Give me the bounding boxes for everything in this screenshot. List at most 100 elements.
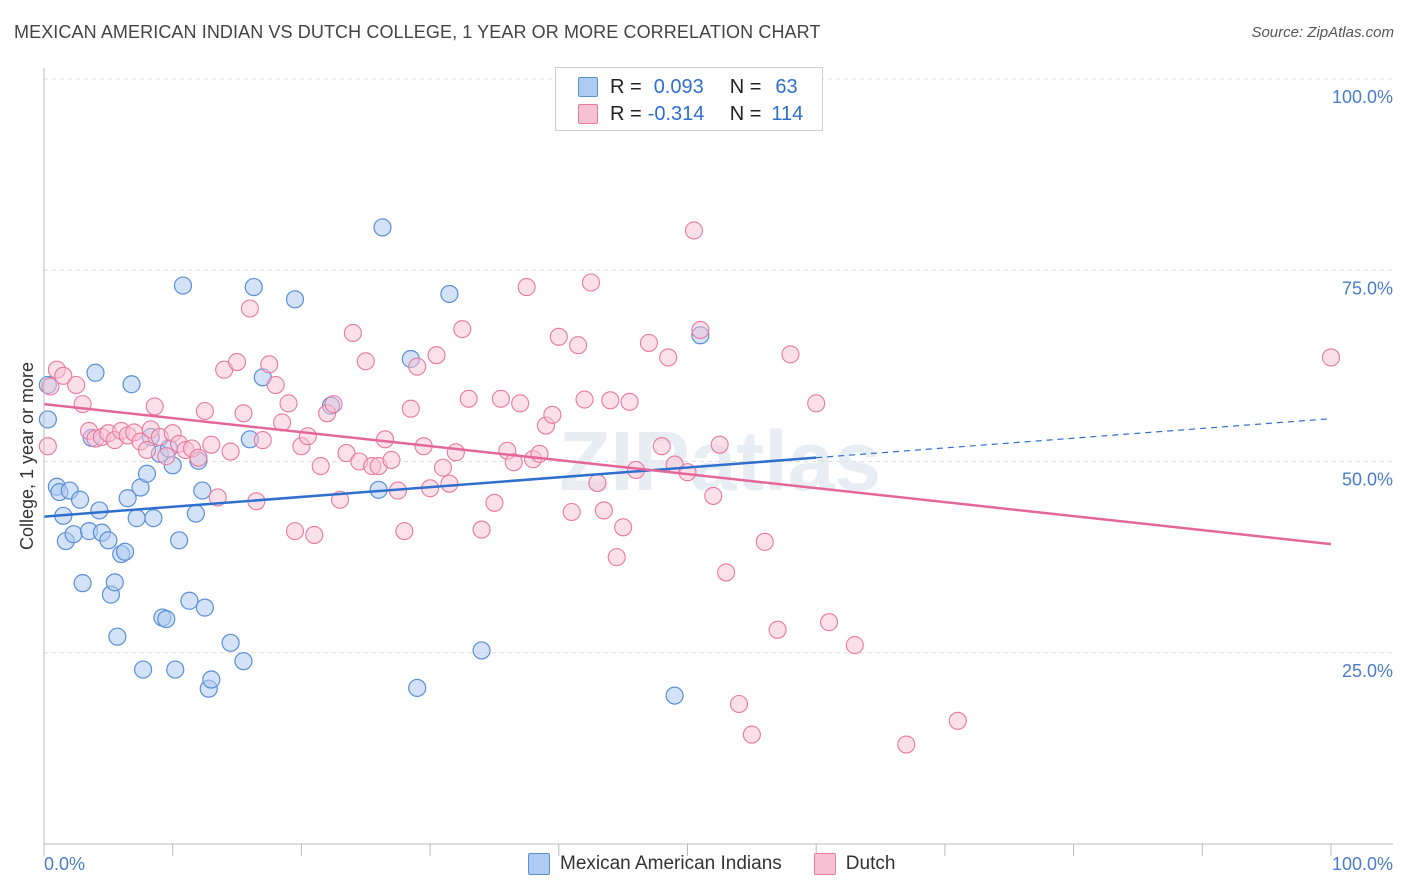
data-point-mexican-american-indians bbox=[180, 591, 199, 610]
trend-line-extension-mexican-american-indians bbox=[816, 418, 1332, 459]
data-point-dutch bbox=[253, 431, 272, 450]
data-point-mexican-american-indians bbox=[122, 375, 141, 394]
data-point-mexican-american-indians bbox=[157, 609, 176, 629]
data-point-dutch bbox=[807, 394, 826, 413]
legend-bottom-swatch-pink bbox=[813, 853, 836, 875]
legend-row-pink: R = -0.314 N = 114 bbox=[578, 103, 803, 125]
data-point-mexican-american-indians bbox=[193, 481, 212, 500]
data-point-dutch bbox=[543, 405, 562, 424]
data-point-dutch bbox=[221, 442, 240, 461]
x-tick-label: 0.0% bbox=[44, 854, 85, 874]
data-point-dutch bbox=[897, 735, 916, 754]
data-point-mexican-american-indians bbox=[118, 489, 137, 508]
data-point-mexican-american-indians bbox=[90, 501, 109, 520]
data-point-dutch bbox=[755, 532, 774, 551]
data-point-dutch bbox=[717, 563, 736, 582]
data-point-dutch bbox=[704, 486, 723, 505]
data-point-mexican-american-indians bbox=[408, 678, 427, 698]
trend-line-dutch bbox=[43, 402, 1332, 546]
data-point-dutch bbox=[285, 522, 305, 541]
legend-r-label: R = bbox=[610, 102, 642, 125]
data-point-dutch bbox=[729, 694, 749, 714]
legend-bottom: Mexican American Indians Dutch bbox=[528, 852, 895, 876]
legend-n-label: N = bbox=[729, 102, 762, 125]
data-point-dutch bbox=[511, 394, 530, 413]
data-point-dutch bbox=[279, 394, 298, 413]
data-point-mexican-american-indians bbox=[73, 574, 92, 593]
data-point-dutch bbox=[459, 389, 478, 408]
data-point-mexican-american-indians bbox=[115, 542, 135, 561]
legend-n-label: N = bbox=[729, 75, 762, 98]
data-point-dutch bbox=[343, 323, 362, 343]
data-point-dutch bbox=[305, 525, 324, 544]
data-point-dutch bbox=[652, 437, 671, 456]
data-point-mexican-american-indians bbox=[99, 531, 118, 550]
data-point-dutch bbox=[781, 345, 800, 364]
data-point-mexican-american-indians bbox=[202, 670, 221, 689]
data-point-mexican-american-indians bbox=[440, 284, 459, 304]
data-point-dutch bbox=[324, 395, 343, 414]
legend-n-value: 63 bbox=[775, 75, 798, 98]
data-point-dutch bbox=[376, 430, 395, 449]
data-point-mexican-american-indians bbox=[170, 531, 189, 550]
data-point-dutch bbox=[948, 711, 967, 730]
data-point-dutch bbox=[41, 377, 60, 396]
data-point-dutch bbox=[742, 725, 761, 744]
data-point-dutch bbox=[228, 352, 247, 372]
data-point-dutch bbox=[588, 473, 607, 492]
data-point-dutch bbox=[54, 366, 73, 385]
data-point-dutch bbox=[356, 352, 375, 371]
source-label: Source: ZipAtlas.com bbox=[1251, 24, 1394, 41]
data-point-dutch bbox=[614, 518, 633, 537]
data-point-dutch bbox=[195, 401, 214, 421]
data-point-dutch bbox=[408, 357, 427, 376]
data-point-dutch bbox=[208, 488, 227, 507]
data-point-dutch bbox=[137, 440, 157, 460]
data-point-dutch bbox=[382, 450, 401, 470]
data-point-dutch bbox=[453, 320, 472, 339]
legend-bottom-label-pink: Dutch bbox=[845, 853, 896, 874]
trend-line-mexican-american-indians bbox=[43, 456, 817, 518]
data-point-mexican-american-indians bbox=[173, 276, 193, 295]
data-point-mexican-american-indians bbox=[195, 598, 214, 617]
data-point-dutch bbox=[845, 636, 864, 655]
data-point-mexican-american-indians bbox=[665, 686, 684, 705]
data-point-dutch bbox=[710, 435, 729, 454]
data-point-dutch bbox=[401, 399, 420, 418]
data-point-dutch bbox=[440, 474, 459, 493]
grid-lines bbox=[44, 78, 1393, 654]
data-point-mexican-american-indians bbox=[186, 504, 205, 523]
data-point-dutch bbox=[504, 453, 523, 472]
data-point-dutch bbox=[594, 501, 613, 520]
data-point-mexican-american-indians bbox=[86, 363, 105, 382]
data-point-dutch bbox=[446, 443, 465, 462]
data-point-dutch bbox=[433, 458, 453, 477]
data-point-dutch bbox=[820, 613, 839, 632]
data-point-dutch bbox=[659, 348, 678, 367]
data-point-dutch bbox=[427, 346, 446, 365]
data-point-mexican-american-indians bbox=[144, 509, 163, 528]
data-point-dutch bbox=[1321, 348, 1341, 367]
chart-title: MEXICAN AMERICAN INDIAN VS DUTCH COLLEGE… bbox=[14, 22, 821, 42]
legend-n-value: 114 bbox=[771, 102, 804, 125]
data-point-mexican-american-indians bbox=[133, 660, 153, 679]
data-point-dutch bbox=[601, 391, 620, 410]
legend-swatch-blue bbox=[578, 77, 598, 97]
data-point-dutch bbox=[240, 299, 259, 318]
axes: 25.0% 50.0% 75.0% 100.0% 0.0% 100.0% bbox=[43, 68, 1393, 874]
data-point-mexican-american-indians bbox=[472, 641, 491, 660]
data-point-mexican-american-indians bbox=[108, 627, 127, 646]
y-tick-label: 100.0% bbox=[1332, 87, 1393, 107]
data-point-dutch bbox=[575, 390, 594, 409]
legend-bottom-swatch-blue bbox=[528, 853, 550, 875]
data-point-dutch bbox=[607, 548, 626, 567]
series-mexican-american-indians bbox=[38, 218, 710, 705]
data-point-mexican-american-indians bbox=[221, 633, 240, 652]
data-point-dutch bbox=[684, 221, 703, 240]
data-point-mexican-american-indians bbox=[244, 277, 263, 297]
data-point-dutch bbox=[311, 457, 330, 476]
data-point-dutch bbox=[549, 327, 568, 346]
legend-r-value: -0.314 bbox=[647, 102, 705, 125]
data-point-dutch bbox=[472, 520, 491, 539]
